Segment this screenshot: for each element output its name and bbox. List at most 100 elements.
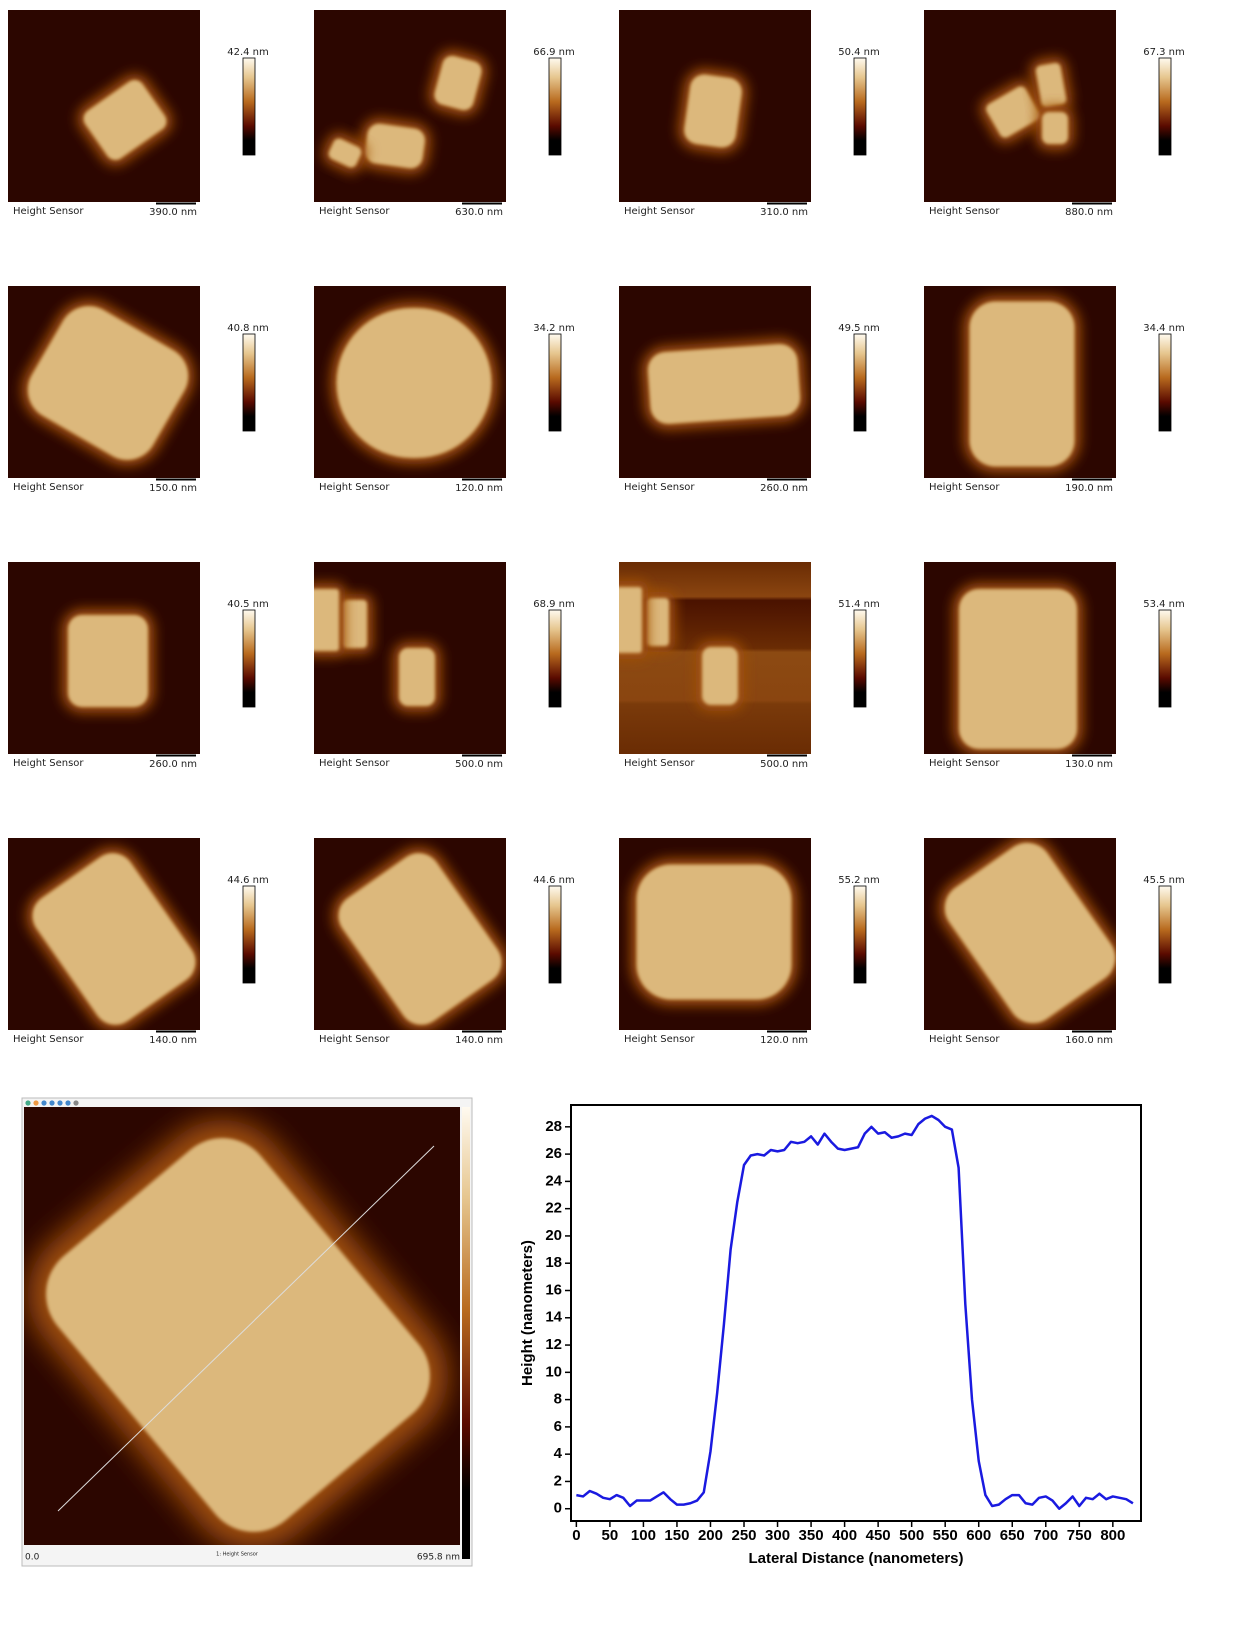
toolbar-icon[interactable] bbox=[41, 1100, 46, 1105]
x-tick-label: 550 bbox=[933, 1527, 958, 1544]
particle bbox=[702, 647, 738, 705]
colorbar bbox=[1159, 610, 1171, 707]
colorbar bbox=[243, 334, 255, 431]
particles bbox=[331, 302, 498, 464]
colorbar-max: 50.4 nm bbox=[838, 47, 880, 58]
y-tick-label: 18 bbox=[545, 1254, 562, 1271]
x-axis-label: Lateral Distance (nanometers) bbox=[748, 1550, 963, 1567]
x-tick-label: 400 bbox=[832, 1527, 857, 1544]
colorbar-max: 40.5 nm bbox=[227, 599, 269, 610]
y-tick-label: 4 bbox=[554, 1445, 563, 1462]
particle bbox=[363, 122, 426, 170]
channel-label: Height Sensor bbox=[13, 758, 84, 769]
colorbar-max: 55.2 nm bbox=[838, 875, 880, 886]
scale-bar-label: 500.0 nm bbox=[760, 759, 808, 770]
x-tick-label: 50 bbox=[602, 1527, 619, 1544]
channel-label: Height Sensor bbox=[624, 1034, 695, 1045]
channel-label: Height Sensor bbox=[624, 482, 695, 493]
afm-image: Height Sensor130.0 nm53.4 nm bbox=[924, 562, 1185, 770]
y-tick-label: 16 bbox=[545, 1281, 562, 1298]
colorbar-max: 44.6 nm bbox=[533, 875, 575, 886]
channel-label: Height Sensor bbox=[929, 758, 1000, 769]
y-tick-label: 20 bbox=[545, 1227, 562, 1244]
scale-bar-label: 150.0 nm bbox=[149, 483, 197, 494]
colorbar bbox=[1159, 58, 1171, 155]
colorbar-max: 49.5 nm bbox=[838, 323, 880, 334]
y-tick-label: 10 bbox=[545, 1363, 562, 1380]
toolbar-icon[interactable] bbox=[65, 1100, 70, 1105]
particle bbox=[959, 589, 1077, 749]
afm-image: Height Sensor 260.0 nm 40.5 nm bbox=[8, 562, 269, 770]
scale-bar-label: 120.0 nm bbox=[455, 483, 503, 494]
particle bbox=[970, 302, 1075, 467]
toolbar-icon[interactable] bbox=[49, 1100, 54, 1105]
afm-image: Height Sensor630.0 nm66.9 nm bbox=[314, 10, 575, 218]
x-tick-label: 800 bbox=[1100, 1527, 1125, 1544]
colorbar-max: 53.4 nm bbox=[1143, 599, 1185, 610]
colorbar-max: 44.6 nm bbox=[227, 875, 269, 886]
channel-label: Height Sensor bbox=[13, 482, 84, 493]
channel-label: Height Sensor bbox=[13, 1034, 84, 1045]
toolbar-icon[interactable] bbox=[73, 1100, 78, 1105]
scale-bar-label: 160.0 nm bbox=[1065, 1035, 1113, 1046]
scale-bar-label: 140.0 nm bbox=[149, 1035, 197, 1046]
scale-bar-label: 190.0 nm bbox=[1065, 483, 1113, 494]
colorbar-max: 66.9 nm bbox=[533, 47, 575, 58]
scale-bar-label: 880.0 nm bbox=[1065, 207, 1113, 218]
channel-label: Height Sensor bbox=[13, 206, 84, 217]
toolbar-icon[interactable] bbox=[57, 1100, 62, 1105]
colorbar bbox=[243, 610, 255, 707]
x-tick-label: 200 bbox=[698, 1527, 723, 1544]
x-tick-label: 100 bbox=[631, 1527, 656, 1544]
colorbar-max: 67.3 nm bbox=[1143, 47, 1185, 58]
toolbar-icon[interactable] bbox=[33, 1100, 38, 1105]
colorbar bbox=[1159, 334, 1171, 431]
x-tick-label: 750 bbox=[1067, 1527, 1092, 1544]
profile-line bbox=[576, 1116, 1133, 1509]
scale-bar-label: 500.0 nm bbox=[455, 759, 503, 770]
particles bbox=[62, 609, 154, 713]
particles bbox=[964, 296, 1081, 473]
scale-bar-label: 260.0 nm bbox=[760, 483, 808, 494]
y-tick-label: 6 bbox=[554, 1418, 562, 1435]
y-tick-label: 24 bbox=[545, 1172, 562, 1189]
colorbar bbox=[854, 334, 866, 431]
colorbar bbox=[462, 1107, 470, 1559]
particle bbox=[647, 343, 802, 425]
toolbar-icon[interactable] bbox=[25, 1100, 30, 1105]
y-tick-label: 28 bbox=[545, 1118, 562, 1135]
scale-bar-label: 310.0 nm bbox=[760, 207, 808, 218]
particles bbox=[676, 66, 751, 156]
axis-end: 695.8 nm bbox=[417, 1553, 460, 1563]
y-tick-label: 14 bbox=[545, 1309, 562, 1326]
scale-bar-label: 260.0 nm bbox=[149, 759, 197, 770]
colorbar-max: 68.9 nm bbox=[533, 599, 575, 610]
scale-bar-label: 140.0 nm bbox=[455, 1035, 503, 1046]
particle bbox=[399, 648, 435, 706]
x-tick-label: 350 bbox=[799, 1527, 824, 1544]
particles bbox=[640, 336, 807, 431]
colorbar bbox=[854, 610, 866, 707]
y-tick-label: 12 bbox=[545, 1336, 562, 1353]
colorbar bbox=[549, 610, 561, 707]
channel-label: Height Sensor bbox=[624, 206, 695, 217]
x-tick-label: 500 bbox=[899, 1527, 924, 1544]
colorbar-max: 34.4 nm bbox=[1143, 323, 1185, 334]
afm-image: Height Sensor 140.0 nm 44.6 nm bbox=[8, 836, 269, 1046]
particle bbox=[309, 589, 339, 651]
colorbar bbox=[243, 886, 255, 983]
particles bbox=[953, 583, 1083, 755]
colorbar bbox=[854, 58, 866, 155]
channel-label: Height Sensor bbox=[624, 758, 695, 769]
channel-label: Height Sensor bbox=[319, 482, 390, 493]
colorbar bbox=[1159, 886, 1171, 983]
x-tick-label: 700 bbox=[1033, 1527, 1058, 1544]
colorbar-max: 51.4 nm bbox=[838, 599, 880, 610]
